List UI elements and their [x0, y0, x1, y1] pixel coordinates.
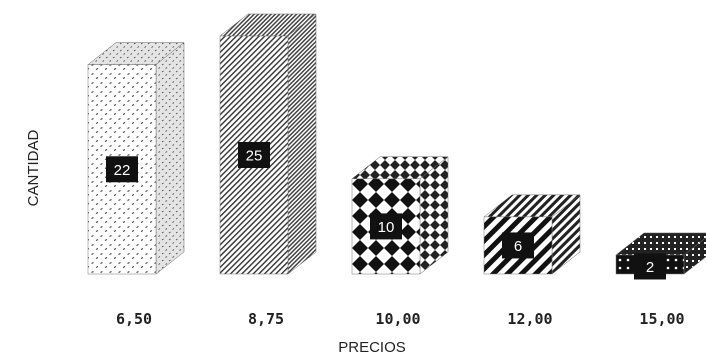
value-label: 25	[246, 148, 263, 165]
value-label-box	[370, 213, 402, 240]
value-label-box	[238, 142, 270, 168]
x-axis-title: PRECIOS	[338, 339, 406, 356]
bar-12,00: 6	[483, 194, 581, 275]
bar-8,75: 25	[219, 13, 317, 275]
x-tick-label: 8,75	[248, 310, 284, 328]
y-axis-title: CANTIDAD	[25, 129, 42, 206]
value-label: 10	[378, 219, 395, 236]
value-label-box	[634, 253, 666, 280]
x-tick-label: 6,50	[116, 310, 152, 328]
bar-15,00: 2	[615, 232, 706, 280]
bar-10,00: 10	[351, 156, 449, 275]
category-labels-group: 6,50 8,75 10,00 12,00 15,00	[116, 310, 685, 328]
bar-6,50: 22	[87, 42, 185, 275]
bar-side-face	[155, 42, 185, 275]
value-label: 6	[514, 238, 522, 255]
value-label: 22	[114, 162, 131, 179]
value-label-box	[106, 156, 138, 183]
x-tick-label: 10,00	[375, 310, 420, 328]
bars-group: 22 25 10 6 2	[87, 13, 706, 280]
x-tick-label: 12,00	[507, 310, 552, 328]
x-tick-label: 15,00	[639, 310, 684, 328]
value-label: 2	[646, 259, 654, 276]
bar-side-face	[287, 13, 317, 275]
value-label-box	[502, 232, 534, 259]
